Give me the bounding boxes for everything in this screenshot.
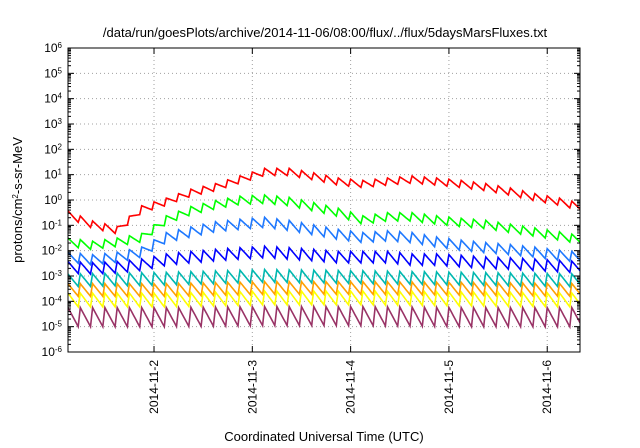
y-tick-label: 10-2 <box>42 243 63 258</box>
series-line <box>68 193 580 251</box>
series-line <box>68 289 580 309</box>
y-tick-label: 102 <box>44 142 62 157</box>
x-tick-label: 2014-11-2 <box>147 360 161 414</box>
y-tick-label: 10-3 <box>42 269 63 284</box>
y-axis-label: protons/cm2-s-sr-MeV <box>10 137 25 263</box>
x-axis-label: Coordinated Universal Time (UTC) <box>224 429 423 444</box>
y-tick-label: 103 <box>44 117 62 132</box>
y-tick-label: 101 <box>44 167 62 182</box>
chart-title: /data/run/goesPlots/archive/2014-11-06/0… <box>103 25 548 40</box>
plot-frame <box>67 47 581 353</box>
series-line <box>68 244 580 276</box>
y-tick-label: 105 <box>44 66 62 81</box>
axes: 2014-11-2 2014-11-3 2014-11-4 2014-11-5 2014… <box>42 41 581 414</box>
series-group <box>68 166 580 330</box>
y-tick-label: 100 <box>44 193 62 208</box>
x-tick-label: 2014-11-6 <box>540 360 554 414</box>
series-line <box>68 267 580 289</box>
x-tick-label: 2014-11-3 <box>245 360 259 414</box>
y-tick-label: 10-4 <box>42 294 63 309</box>
series-line <box>68 303 580 330</box>
y-tick-label: 10-5 <box>42 319 63 334</box>
y-axis-label-suffix: -s-sr-MeV <box>10 137 25 194</box>
y-axis-label-prefix: protons/cm <box>10 199 25 263</box>
grid <box>68 48 580 352</box>
y-tick-label: 106 <box>44 41 62 56</box>
series-line <box>68 166 580 235</box>
series-line <box>68 215 580 267</box>
y-tick-label: 10-1 <box>42 218 63 233</box>
x-tick-label: 2014-11-4 <box>344 360 358 414</box>
series-line <box>68 279 580 299</box>
y-tick-label: 10-6 <box>42 345 63 360</box>
y-axis-label-superscript: 2 <box>11 194 20 199</box>
x-tick-label: 2014-11-5 <box>442 360 456 414</box>
y-tick-label: 104 <box>44 91 62 106</box>
